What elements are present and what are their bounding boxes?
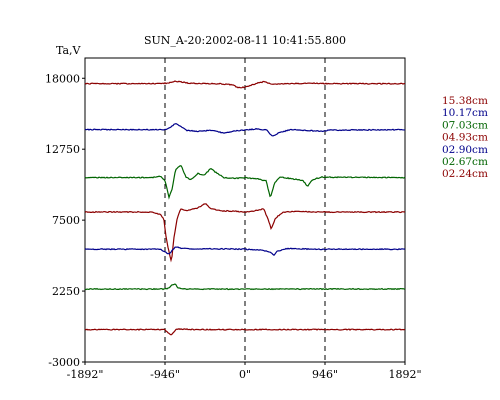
- y-tick-label: 12750: [45, 143, 80, 156]
- chart-title: SUN_A-20:2002-08-11 10:41:55.800: [144, 34, 346, 47]
- legend-entry: 10.17cm: [442, 107, 488, 119]
- y-axis: 18000 12750 7500 2250 -3000: [45, 72, 85, 369]
- series-line-10.17cm: [84, 123, 406, 137]
- legend-entry: 02.24cm: [442, 168, 488, 180]
- x-tick-label: -946": [150, 368, 180, 381]
- y-tick-label: -3000: [48, 356, 80, 369]
- y-tick-label: 7500: [52, 214, 80, 227]
- series-lines: [84, 80, 406, 336]
- series-line-15.38cm: [84, 80, 406, 89]
- legend-entry: 02.67cm: [442, 156, 488, 168]
- legend: 15.38cm10.17cm07.03cm04.93cm02.90cm02.67…: [442, 95, 488, 180]
- x-tick-label: 946": [312, 368, 338, 381]
- legend-entry: 04.93cm: [442, 132, 488, 144]
- series-line-07.03cm: [84, 165, 406, 200]
- x-axis: -1892" -946" 0" 946" 1892": [67, 362, 422, 381]
- y-tick-label: 2250: [52, 285, 80, 298]
- x-tick-label: 0": [239, 368, 251, 381]
- series-line-02.90cm: [84, 246, 406, 257]
- x-tick-label: 1892": [388, 368, 421, 381]
- series-line-02.67cm: [84, 283, 406, 291]
- series-line-04.93cm: [84, 203, 406, 263]
- y-axis-label: Ta,V: [56, 44, 82, 57]
- series-line-02.24cm: [84, 328, 406, 336]
- x-tick-label: -1892": [67, 368, 104, 381]
- y-tick-label: 18000: [45, 72, 80, 85]
- reference-lines: [164, 58, 326, 362]
- legend-entry: 07.03cm: [442, 119, 488, 131]
- legend-entry: 15.38cm: [442, 95, 488, 107]
- legend-entry: 02.90cm: [442, 144, 488, 156]
